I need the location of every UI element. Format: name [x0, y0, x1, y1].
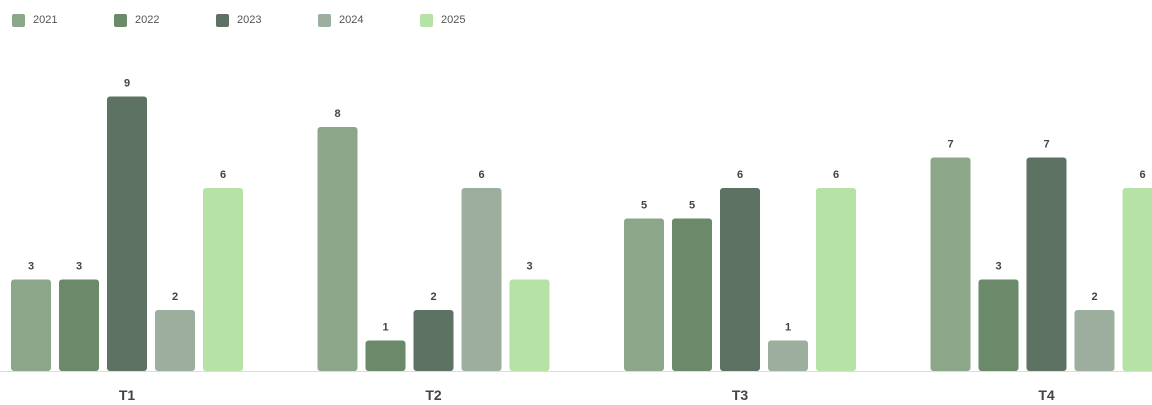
legend-swatch — [114, 13, 127, 27]
bar-T1-2022[interactable] — [59, 279, 99, 372]
data-label-T2-2024: 6 — [478, 169, 484, 181]
bar-T1-2021[interactable] — [11, 279, 51, 372]
legend-label: 2022 — [135, 14, 160, 26]
legend-item-2023[interactable]: 2023 — [216, 12, 261, 28]
data-label-T3-2021: 5 — [641, 200, 647, 212]
data-label-T1-2021: 3 — [28, 261, 34, 273]
data-label-T2-2023: 2 — [430, 291, 436, 303]
bar-T4-2023[interactable] — [1026, 157, 1067, 372]
data-label-T4-2025: 6 — [1139, 169, 1145, 181]
category-label-T2: T2 — [425, 387, 442, 403]
legend-item-2021[interactable]: 2021 — [12, 12, 57, 28]
data-label-T1-2024: 2 — [172, 291, 178, 303]
data-label-T2-2022: 1 — [382, 322, 388, 334]
bar-T1-2025[interactable] — [203, 188, 243, 371]
bar-T2-2025[interactable] — [509, 279, 550, 372]
bar-T3-2025[interactable] — [816, 188, 856, 371]
legend-label: 2023 — [237, 14, 262, 26]
bar-T4-2021[interactable] — [930, 157, 971, 372]
bar-T2-2022[interactable] — [365, 340, 406, 372]
legend-item-2024[interactable]: 2024 — [318, 12, 363, 28]
data-label-T4-2022: 3 — [995, 261, 1001, 273]
bar-T3-2024[interactable] — [768, 340, 808, 372]
data-label-T1-2025: 6 — [220, 169, 226, 181]
data-label-T2-2021: 8 — [334, 108, 340, 120]
category-label-T3: T3 — [732, 387, 749, 403]
legend-item-2025[interactable]: 2025 — [420, 12, 465, 28]
bar-T4-2025[interactable] — [1122, 188, 1152, 371]
category-label-T1: T1 — [119, 387, 136, 403]
category-label-T4: T4 — [1038, 387, 1055, 403]
bar-T2-2024[interactable] — [461, 188, 502, 371]
bar-T3-2021[interactable] — [624, 218, 664, 372]
legend-swatch — [318, 13, 331, 27]
data-label-T4-2021: 7 — [947, 139, 953, 151]
legend-label: 2021 — [33, 14, 58, 26]
bar-T1-2023[interactable] — [107, 96, 147, 372]
bar-T2-2021[interactable] — [317, 127, 358, 371]
bar-T4-2024[interactable] — [1074, 310, 1115, 371]
bar-T1-2024[interactable] — [155, 310, 195, 371]
legend-swatch — [216, 13, 229, 27]
data-label-T3-2024: 1 — [785, 322, 791, 334]
data-label-T3-2022: 5 — [689, 200, 695, 212]
data-label-T1-2022: 3 — [76, 261, 82, 273]
legend-item-2022[interactable]: 2022 — [114, 12, 159, 28]
data-label-T3-2023: 6 — [737, 169, 743, 181]
data-label-T4-2023: 7 — [1043, 139, 1049, 151]
legend-swatch — [12, 13, 25, 27]
legend-label: 2024 — [339, 14, 364, 26]
legend-swatch — [420, 13, 433, 27]
bar-T4-2022[interactable] — [978, 279, 1019, 372]
data-label-T4-2024: 2 — [1091, 291, 1097, 303]
bar-T3-2022[interactable] — [672, 218, 712, 372]
bar-T3-2023[interactable] — [720, 188, 760, 371]
data-label-T2-2025: 3 — [526, 261, 532, 273]
legend-label: 2025 — [441, 14, 466, 26]
data-label-T1-2023: 9 — [124, 78, 130, 90]
bar-T2-2023[interactable] — [413, 310, 454, 371]
data-label-T3-2025: 6 — [833, 169, 839, 181]
